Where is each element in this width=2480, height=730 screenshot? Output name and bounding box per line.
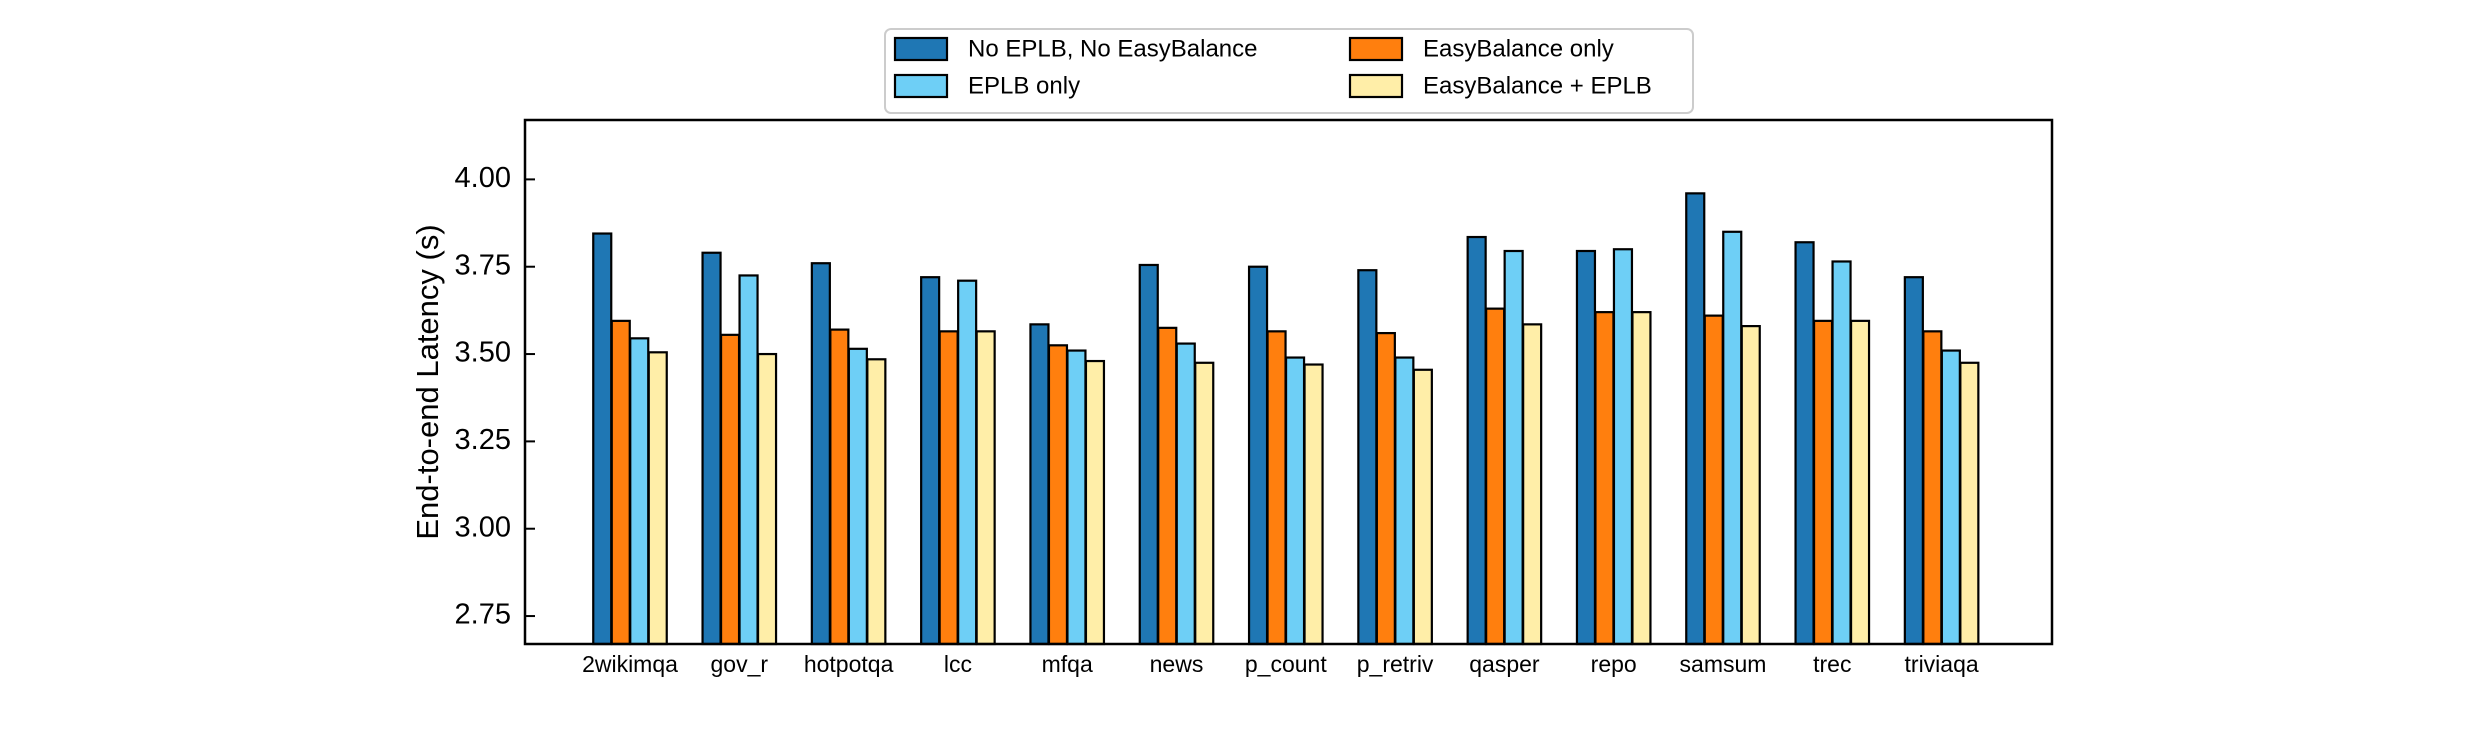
bar [592, 232, 613, 646]
bar [1357, 269, 1378, 646]
bars-layer [592, 192, 1980, 646]
bar [1831, 260, 1852, 646]
bar [1794, 241, 1815, 646]
plot-frame [523, 118, 2054, 646]
bar [1594, 311, 1615, 646]
legend: No EPLB, No EasyBalance EPLB only EasyBala… [884, 28, 1694, 114]
bar [1266, 330, 1287, 646]
legend-label: EPLB only [968, 72, 1080, 99]
bar [1959, 361, 1980, 646]
x-category-label: triviaqa [1905, 651, 1979, 677]
bar [1394, 356, 1415, 646]
y-tick-label: 4.00 [455, 162, 511, 194]
x-category-label: mfqa [1042, 651, 1093, 677]
bar [920, 276, 941, 646]
y-tick-label: 3.50 [455, 337, 511, 369]
bar [1066, 349, 1087, 646]
bar [629, 337, 650, 646]
bar [1722, 230, 1743, 646]
bar [1740, 325, 1761, 646]
bar [847, 347, 868, 646]
bar [938, 330, 959, 646]
bar [1303, 363, 1324, 646]
legend-swatch [893, 36, 949, 62]
bar [975, 330, 996, 646]
bar [1522, 323, 1543, 646]
legend-swatch [1348, 73, 1404, 99]
x-category-label: lcc [944, 651, 972, 677]
y-tick-label: 3.25 [455, 424, 511, 456]
bar [1375, 331, 1396, 646]
bar [756, 352, 778, 646]
y-tick-label: 3.00 [455, 511, 511, 543]
bar [1849, 319, 1871, 646]
x-category-label: repo [1591, 651, 1637, 677]
bar [647, 351, 668, 646]
y-axis: 2.75 3.00 3.25 3.50 3.75 4.00 [455, 162, 535, 631]
bar [1485, 307, 1506, 646]
x-category-label: 2wikimqa [582, 651, 678, 677]
bar [1612, 248, 1634, 646]
bar [1284, 356, 1306, 646]
bar [1047, 344, 1069, 646]
bar [1175, 342, 1196, 646]
x-category-label: hotpotqa [804, 651, 894, 677]
bar [1029, 323, 1050, 646]
bar [1138, 263, 1159, 646]
bar [719, 333, 741, 646]
bar [1631, 311, 1652, 646]
bar [610, 319, 631, 646]
x-category-label: qasper [1469, 651, 1540, 677]
legend-label: EasyBalance only [1423, 35, 1614, 62]
x-category-label: news [1150, 651, 1204, 677]
legend-box [884, 28, 1694, 114]
bar [738, 274, 759, 646]
bar [1575, 249, 1597, 646]
bar [1194, 361, 1215, 646]
x-category-label: gov_r [711, 651, 769, 677]
bar [1466, 235, 1487, 646]
bar [866, 358, 887, 646]
bar [1247, 265, 1269, 646]
bar [829, 328, 850, 646]
bar [1412, 368, 1433, 646]
y-tick-label: 2.75 [455, 599, 511, 631]
legend-label: No EPLB, No EasyBalance [968, 35, 1258, 62]
bar [1084, 359, 1106, 646]
bar [1812, 319, 1834, 646]
legend-label: EasyBalance + EPLB [1423, 72, 1652, 99]
x-category-label: trec [1813, 651, 1851, 677]
x-category-label: p_count [1245, 651, 1327, 677]
legend-swatch [893, 73, 949, 99]
bar [957, 279, 978, 646]
bar [701, 251, 722, 646]
bar [1685, 192, 1706, 646]
x-category-label: p_retriv [1357, 651, 1434, 677]
bar [1940, 349, 1961, 646]
x-category-label: samsum [1680, 651, 1767, 677]
bar [810, 262, 831, 646]
bar [1922, 330, 1943, 646]
x-axis: 2wikimqa gov_r hotpotqa lcc mfqa news p_count p… [582, 651, 1979, 677]
bar [1157, 326, 1178, 646]
legend-swatch [1348, 36, 1404, 62]
y-axis-title: End-to-end Latency (s) [410, 224, 445, 539]
bar [1703, 314, 1724, 646]
bar [1903, 276, 1924, 646]
bar [1503, 249, 1524, 646]
y-tick-label: 3.75 [455, 249, 511, 281]
